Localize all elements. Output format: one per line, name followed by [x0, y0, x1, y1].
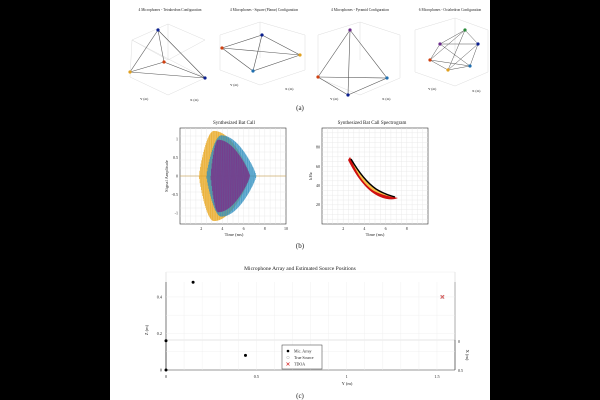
panel-c: Microphone Array and Estimated Source Po… [144, 266, 470, 400]
call-y-tick: 0 [176, 173, 178, 178]
call-x-tick: 4 [221, 226, 223, 231]
scatter-z-tick: 0.2 [157, 331, 162, 336]
legend-mic-marker [286, 349, 290, 353]
mic-array-point [191, 280, 195, 284]
spec-x-tick: 4 [363, 226, 365, 231]
subplot-xlabel-1: Y (m) [140, 97, 149, 101]
spec-y-tick: 40 [316, 183, 320, 188]
mic-marker [156, 28, 160, 32]
spectrogram-xlabel: Time (ms) [366, 232, 385, 237]
bat-call-plot: Synthesized Bat Call 2 4 6 8 10 10.50-0.5-1 … [164, 121, 288, 237]
call-y-tick: -1 [175, 210, 178, 215]
scatter-x-tick: 1 [346, 374, 348, 379]
subplot-tetrahedron: 4 Microphones - Tetrahedron Configuratio… [128, 8, 207, 102]
spec-y-tick: 20 [316, 202, 320, 207]
call-y-tick: -0.5 [172, 192, 178, 197]
mic-marker [298, 53, 302, 57]
call-x-tick: 2 [200, 226, 202, 231]
bat-call-title: Synthesized Bat Call [213, 121, 256, 126]
spectrogram-plot: Synthesized Bat Call Spectrogram 2 4 6 8 80… [308, 121, 429, 237]
mic-array-point [164, 368, 168, 372]
scatter-zlabel: Z (m) [144, 324, 149, 335]
subplot-ylabel-2: X (m) [285, 87, 294, 91]
panel-c-label: (c) [296, 392, 304, 400]
legend-true-marker [286, 355, 290, 360]
call-x-tick: 10 [284, 226, 288, 231]
mic-marker [346, 93, 350, 97]
subplot-ylabel-1: X (m) [190, 98, 199, 102]
spec-y-tick: 60 [316, 164, 320, 169]
mic-marker [385, 76, 389, 80]
subplot-title-3: 4 Microphones - Pyramid Configuration [331, 8, 389, 12]
mic-marker [463, 28, 467, 32]
panel-b: Synthesized Bat Call 2 4 6 8 10 10.50-0.5-1 … [164, 121, 429, 250]
subplot-pyramid: 4 Microphones - Pyramid Configuration Y … [316, 8, 401, 101]
scatter-xlabel: Y (m) [342, 381, 353, 386]
subplot-xlabel-2: Y (m) [230, 83, 239, 87]
spectrogram-energy-mid [350, 157, 396, 197]
spec-x-tick: 8 [406, 226, 408, 231]
spectrogram-energy-core [350, 158, 396, 198]
subplot-ylabel-4: X (m) [472, 89, 481, 93]
legend-true-label: True Source [294, 355, 314, 360]
scatter-z-tick: 0.4 [157, 294, 163, 299]
waveform-series-2 [206, 135, 257, 217]
scatter-legend: Mic. Array True Source TDOA [281, 344, 323, 370]
subplot-xlabel-3: Y (m) [330, 97, 339, 101]
mic-marker [476, 42, 480, 46]
panel-a-label: (a) [296, 104, 304, 112]
subplot-xlabel-4: Y (m) [428, 87, 437, 91]
scatter-x-tick: 0 [165, 374, 167, 379]
x2-tick-0: 0 [458, 339, 460, 344]
subplot-title-2: 4 Microphones - Square (Planar) Configur… [230, 8, 298, 12]
legend-tdoa-marker [286, 362, 290, 366]
panel-a: 4 Microphones - Tetrahedron Configuratio… [128, 8, 489, 112]
subplot-octahedron: 6 Microphones - Octahedron Configuration… [414, 8, 489, 93]
mic-marker [162, 60, 166, 64]
bat-call-xlabel: Time (ms) [225, 232, 244, 237]
x2-tick-1: 0.5 [458, 368, 463, 373]
spectrogram-ylabel: kHz [308, 172, 313, 180]
call-x-tick: 8 [264, 226, 266, 231]
subplot-title-4: 6 Microphones - Octahedron Configuration [419, 8, 482, 12]
waveform-series-3 [210, 139, 251, 213]
mic-marker [220, 46, 224, 50]
spec-x-tick: 6 [385, 226, 387, 231]
mic-marker [251, 69, 255, 73]
call-x-tick: 6 [243, 226, 245, 231]
legend-tdoa-label: TDOA [294, 362, 305, 367]
mic-marker [348, 28, 352, 32]
mic-marker [203, 76, 207, 80]
subplot-ylabel-3: X (m) [382, 97, 391, 101]
legend-mic-label: Mic. Array [294, 349, 312, 354]
spectrogram-energy-outer [348, 157, 398, 200]
mic-marker [438, 42, 442, 46]
scatter-x-tick: 1.5 [434, 374, 439, 379]
mic-array-point [164, 339, 168, 343]
mic-array-point [243, 353, 247, 357]
mic-marker [428, 58, 432, 62]
figure-canvas: 4 Microphones - Tetrahedron Configuratio… [128, 8, 489, 400]
call-y-tick: 1 [176, 136, 178, 141]
mic-marker [468, 64, 472, 68]
spec-y-tick: 80 [316, 145, 320, 150]
tdoa-point [440, 294, 445, 299]
figure-page: 4 Microphones - Tetrahedron Configuratio… [110, 0, 490, 400]
scatter-x-tick: 0.5 [254, 374, 259, 379]
scatter-z-tick: 0 [160, 367, 162, 372]
spec-x-tick: 2 [342, 226, 344, 231]
mic-marker [128, 70, 132, 74]
bat-call-ylabel: Signal Amplitude [164, 160, 169, 192]
mic-marker [316, 75, 320, 79]
call-y-tick: 0.5 [173, 155, 178, 160]
panel-b-label: (b) [296, 242, 305, 250]
panel-c-title: Microphone Array and Estimated Source Po… [244, 266, 356, 272]
mic-marker [260, 33, 264, 37]
mic-marker [446, 68, 450, 72]
spectrogram-title: Synthesized Bat Call Spectrogram [338, 121, 407, 126]
true-source-point [440, 295, 445, 299]
scatter-x2label: X (m) [465, 350, 470, 361]
subplot-square: 4 Microphones - Square (Planar) Configur… [219, 8, 306, 91]
subplot-title-1: 4 Microphones - Tetrahedron Configuratio… [139, 8, 202, 12]
